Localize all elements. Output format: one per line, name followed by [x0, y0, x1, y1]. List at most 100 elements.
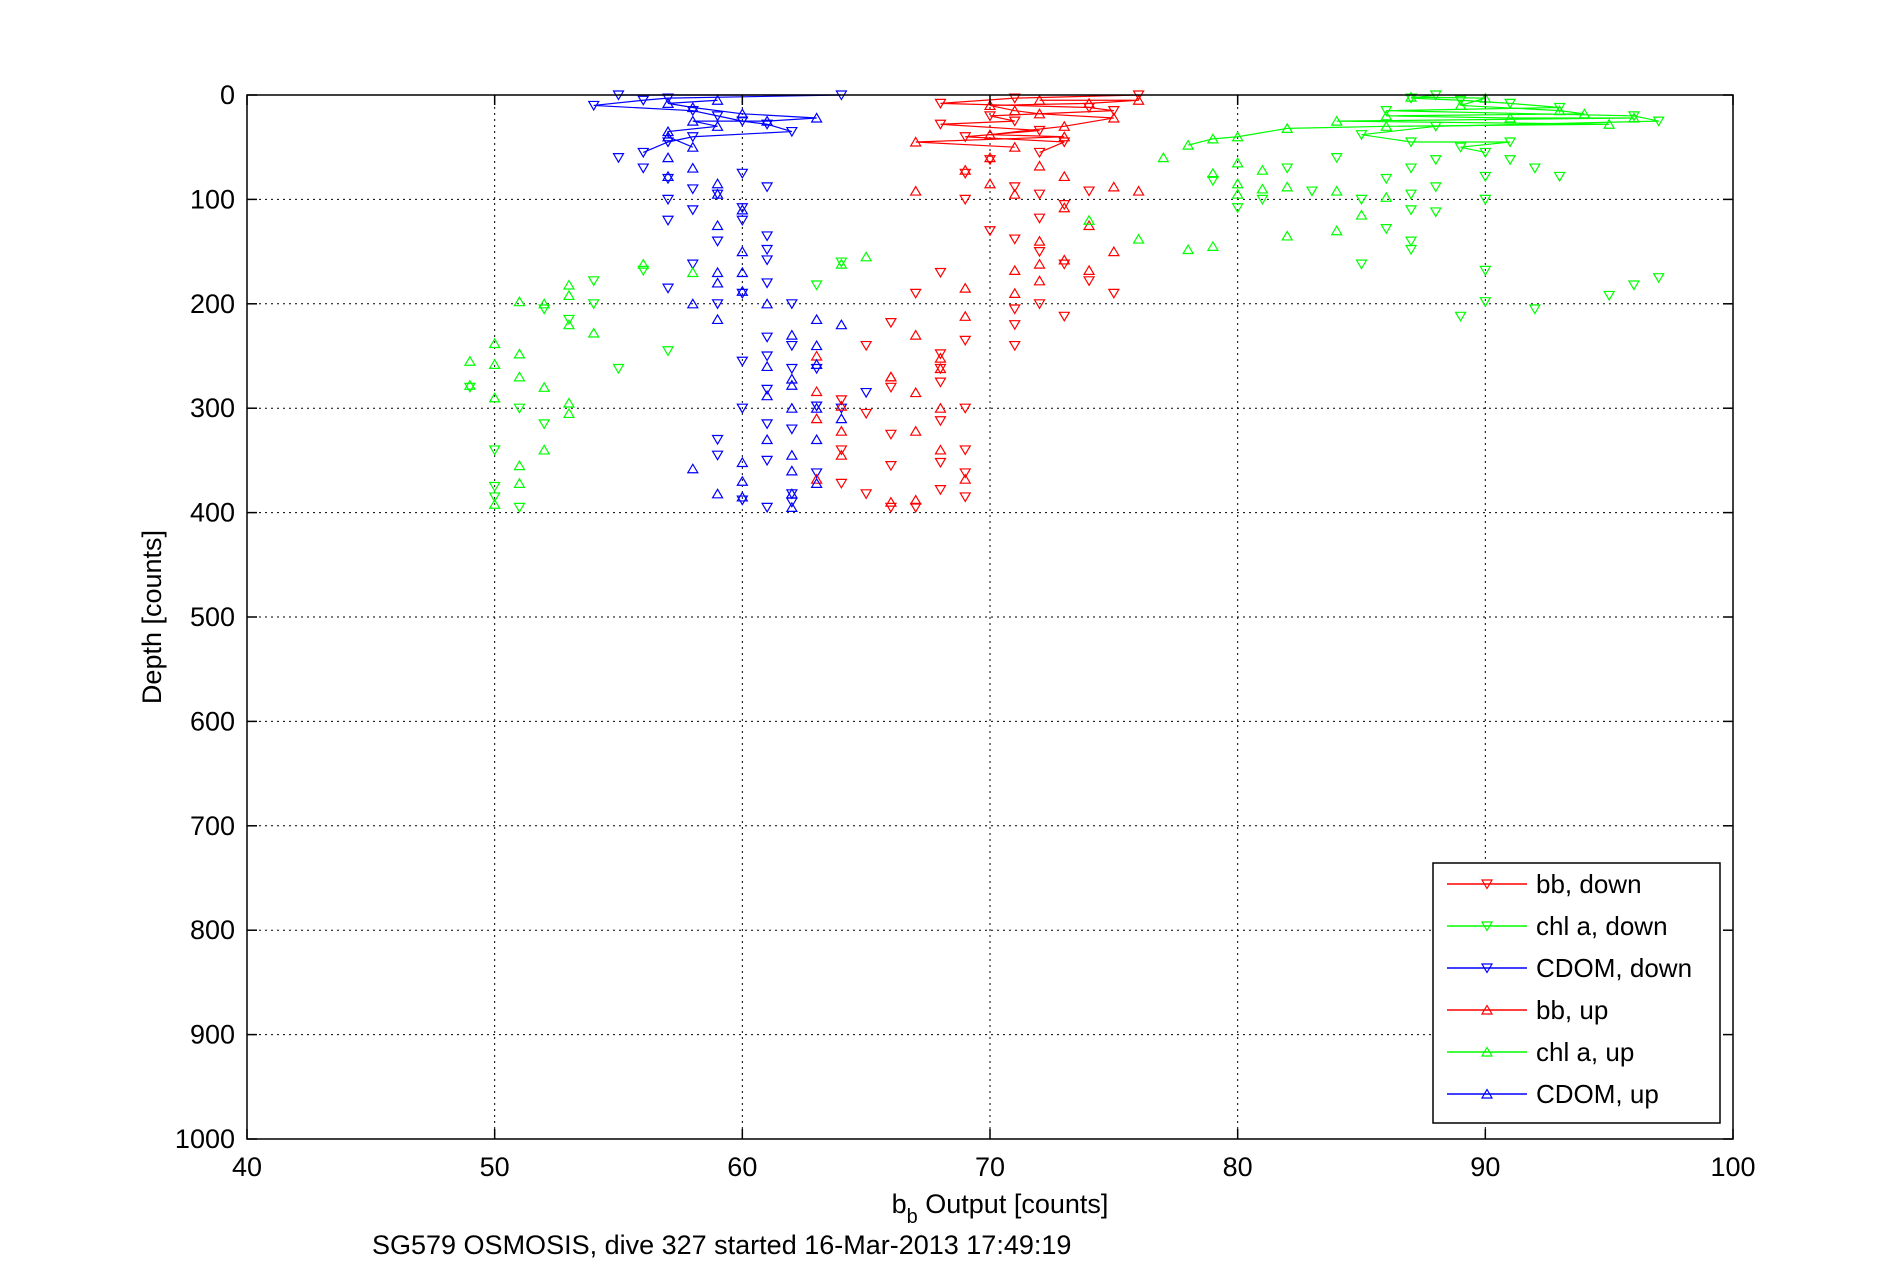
data-point: [1355, 259, 1368, 270]
data-point: [785, 501, 798, 512]
data-point: [711, 488, 724, 499]
y-axis-label: Depth [counts]: [137, 530, 167, 704]
data-point: [983, 111, 997, 122]
data-point: [860, 251, 873, 262]
data-point: [884, 429, 897, 440]
data-point: [488, 358, 501, 369]
data-point: [686, 162, 699, 173]
legend-marker: [1480, 879, 1494, 890]
data-point: [661, 173, 675, 185]
legend-box: [1432, 862, 1721, 1124]
data-point: [1058, 120, 1071, 131]
data-point: [736, 204, 749, 215]
data-point: [661, 97, 675, 108]
data-point: [736, 495, 749, 506]
data-point: [983, 155, 997, 166]
data-point: [959, 168, 972, 179]
y-tick-label: 300: [190, 393, 235, 423]
data-point: [513, 502, 526, 514]
data-point: [686, 141, 699, 152]
data-point: [1083, 214, 1096, 225]
data-point: [810, 477, 823, 488]
data-point: [1033, 258, 1046, 269]
data-point: [1504, 155, 1517, 166]
data-point: [736, 491, 749, 502]
data-point: [686, 184, 699, 195]
data-point: [884, 317, 897, 329]
data-point: [1281, 181, 1294, 192]
data-point: [860, 387, 873, 399]
data-point: [934, 352, 947, 363]
data-point: [736, 403, 749, 414]
data-point: [1404, 93, 1418, 104]
data-point: [637, 147, 650, 159]
data-point: [1528, 163, 1541, 174]
data-point: [1083, 186, 1096, 197]
data-point: [884, 496, 897, 507]
data-point: [785, 488, 798, 499]
data-point: [661, 194, 675, 206]
data-point: [1404, 189, 1418, 200]
data-point: [562, 397, 576, 408]
data-point: [810, 358, 823, 369]
data-point: [1058, 137, 1071, 148]
data-point: [736, 456, 749, 468]
data-point: [711, 313, 724, 325]
y-tick-label: 100: [190, 184, 235, 214]
data-point: [909, 502, 922, 514]
data-point: [1058, 254, 1071, 265]
data-point: [513, 459, 526, 471]
x-axis-label: bb Output [counts]: [892, 1189, 1109, 1228]
data-point: [1355, 194, 1368, 206]
data-point: [1182, 243, 1195, 255]
data-point: [1355, 130, 1368, 141]
data-point: [1008, 304, 1021, 315]
data-point: [711, 120, 724, 131]
data-point: [1380, 110, 1393, 121]
data-point: [810, 468, 823, 479]
data-point: [637, 258, 650, 269]
series-line: [915, 99, 1139, 148]
series-line: [1187, 96, 1634, 146]
data-point: [1058, 200, 1071, 211]
data-point: [1107, 288, 1120, 300]
legend-marker: [1480, 963, 1494, 974]
data-point: [959, 132, 972, 143]
data-point: [1281, 230, 1294, 241]
data-point: [637, 163, 650, 174]
data-point: [1281, 163, 1294, 174]
data-point: [1107, 181, 1120, 192]
data-point: [1380, 173, 1393, 185]
data-point: [736, 108, 749, 119]
data-point: [661, 215, 675, 226]
data-point: [661, 131, 675, 142]
x-tick-label: 60: [727, 1152, 757, 1182]
data-point: [1454, 142, 1467, 153]
data-point: [711, 219, 724, 231]
data-point: [761, 298, 774, 309]
data-point: [711, 434, 724, 446]
data-point: [1008, 93, 1021, 104]
data-point: [1404, 137, 1418, 148]
data-point: [1231, 178, 1244, 189]
data-point: [835, 400, 848, 411]
data-point: [835, 412, 848, 424]
data-point: [661, 346, 675, 357]
y-tick-label: 600: [190, 706, 235, 736]
data-point: [1603, 118, 1616, 129]
data-point: [835, 445, 848, 456]
data-point: [1429, 207, 1442, 218]
data-point: [1231, 131, 1244, 142]
data-point: [1627, 280, 1640, 291]
data-point: [1627, 112, 1640, 123]
series-3: [810, 94, 1145, 507]
data-point: [785, 363, 798, 375]
data-point: [835, 425, 848, 436]
data-point: [538, 419, 551, 430]
data-point: [1033, 94, 1046, 105]
data-point: [884, 382, 897, 394]
x-tick-label: 70: [975, 1152, 1005, 1182]
data-point: [810, 112, 823, 123]
data-layer: [463, 90, 1665, 514]
data-point: [1132, 233, 1145, 244]
